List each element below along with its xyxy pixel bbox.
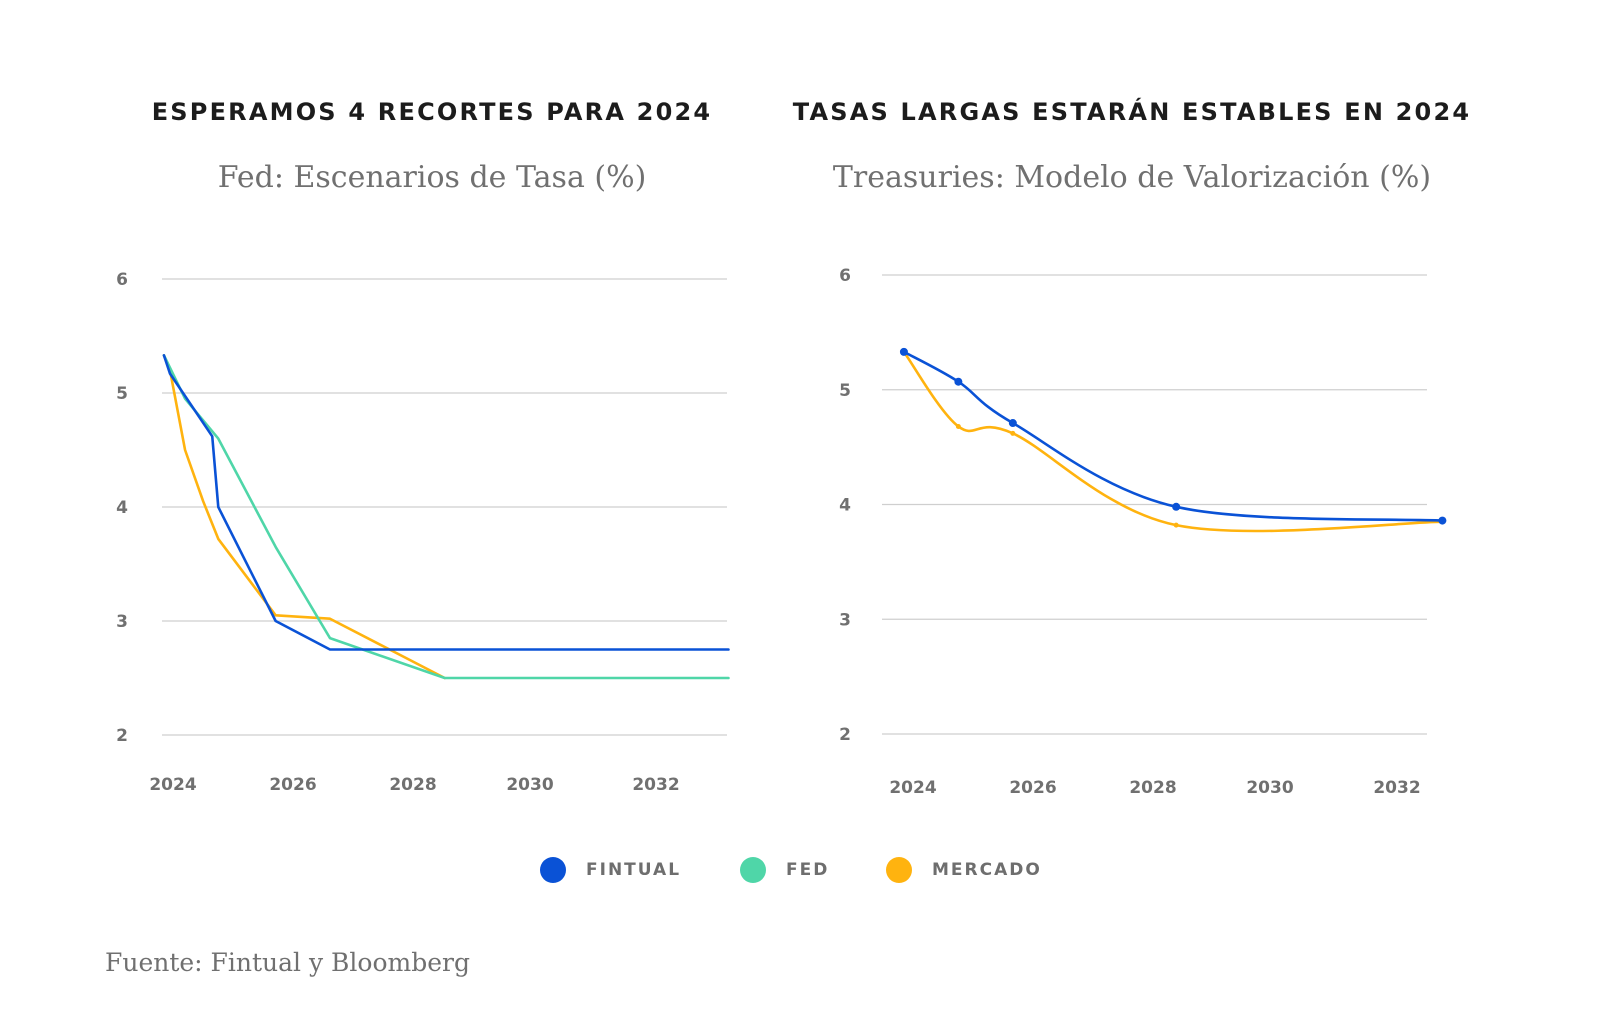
legend-item-fed[interactable]: FED [740,852,829,888]
x-tick-label: 2026 [1009,778,1056,798]
data-point-mercado [1010,430,1016,436]
left-chart-title: Fed: Escenarios de Tasa (%) [217,160,647,195]
y-tick-label: 6 [839,266,851,286]
data-point-mercado [1173,522,1179,528]
y-tick-label: 3 [839,610,851,630]
x-tick-label: 2030 [1246,778,1293,798]
x-tick-label: 2028 [1129,778,1176,798]
data-point-fintual [954,377,963,386]
series-line-fed [162,354,730,680]
x-tick-label: 2030 [506,775,553,795]
y-tick-label: 5 [839,381,851,401]
x-tick-label: 2032 [1373,778,1420,798]
legend-fed-label: FED [786,860,830,880]
data-point-fintual [1438,516,1447,525]
y-tick-label: 4 [116,498,128,518]
x-tick-label: 2028 [389,775,436,795]
series-line-fintual [902,350,1444,522]
left-chart-heading: ESPERAMOS 4 RECORTES PARA 2024 [151,98,713,126]
legend-fintual-label: FINTUAL [586,860,682,880]
x-tick-label: 2032 [632,775,679,795]
legend-fintual-dot-icon [540,857,566,883]
legend-mercado-label: MERCADO [932,860,1042,880]
right-chart-heading: TASAS LARGAS ESTARÁN ESTABLES EN 2024 [792,98,1472,126]
right-chart-title: Treasuries: Modelo de Valorización (%) [832,160,1432,195]
y-tick-label: 2 [116,726,128,746]
x-tick-label: 2024 [889,778,936,798]
y-tick-label: 4 [839,496,851,516]
y-tick-label: 3 [116,612,128,632]
series-line-mercado [902,350,1444,533]
series-line-fintual [162,354,730,651]
legend-item-fintual[interactable]: FINTUAL [540,852,681,888]
legend-item-mercado[interactable]: MERCADO [886,852,1042,888]
y-tick-label: 2 [839,725,851,745]
x-tick-label: 2026 [269,775,316,795]
legend-fed-dot-icon [740,857,766,883]
y-tick-label: 6 [116,270,128,290]
chart-legend: FINTUAL FED MERCADO [0,852,1600,888]
data-point-mercado [955,423,961,429]
legend-mercado-dot-icon [886,857,912,883]
x-tick-label: 2024 [149,775,196,795]
data-point-mercado [1439,519,1445,525]
data-point-fintual [1172,502,1181,511]
data-point-fintual [1008,419,1017,428]
y-tick-label: 5 [116,384,128,404]
data-point-mercado [901,349,907,355]
source-note: Fuente: Fintual y Bloomberg [105,948,470,977]
series-line-mercado [162,354,446,680]
data-point-fintual [899,347,908,356]
